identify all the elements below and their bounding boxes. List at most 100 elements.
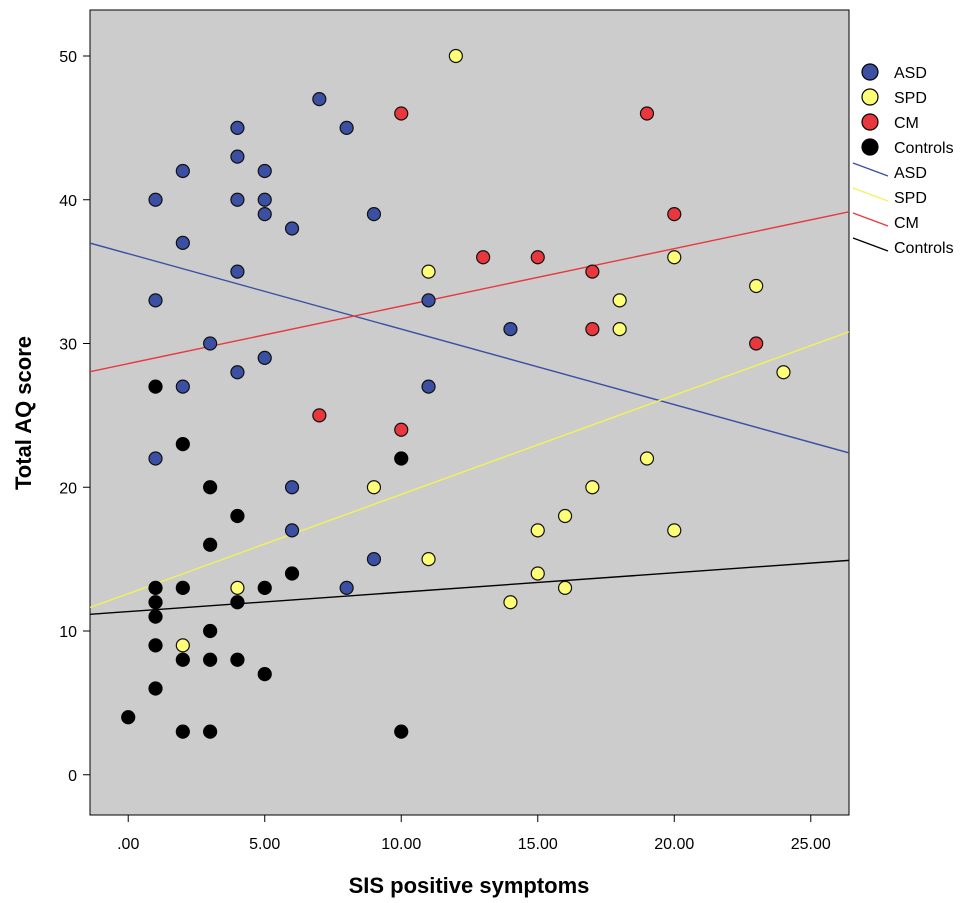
x-tick-label: 10.00 [381, 836, 421, 853]
data-point-spd [421, 552, 436, 567]
data-point-asd [421, 293, 436, 308]
data-point-cm [394, 106, 409, 121]
x-axis-title: SIS positive symptoms [349, 873, 590, 898]
data-point-spd [639, 451, 655, 466]
data-point-spd [230, 580, 245, 595]
data-point-cm [394, 422, 409, 437]
data-point-asd [257, 192, 272, 207]
data-point-cm [585, 264, 600, 279]
data-point-asd [175, 379, 190, 394]
data-point-asd [175, 163, 190, 179]
data-point-asd [421, 379, 436, 394]
data-point-controls [230, 508, 245, 524]
data-point-asd [257, 163, 272, 179]
data-point-asd [203, 336, 218, 351]
data-point-cm [667, 207, 682, 222]
data-point-cm [639, 106, 655, 121]
plot-background [89, 9, 850, 816]
data-point-asd [366, 207, 382, 222]
data-points [121, 48, 791, 739]
legend-line-label-cm: CM [894, 215, 919, 232]
legend: ASD SPD CM Controls ASD SPD CM Controls [852, 63, 954, 257]
data-point-spd [530, 566, 545, 581]
data-point-controls [175, 724, 190, 739]
data-point-spd [612, 322, 627, 337]
data-point-asd [148, 192, 163, 207]
data-point-controls [175, 437, 190, 452]
legend-label-cm: CM [894, 115, 919, 132]
y-axis-title: Total AQ score [11, 336, 36, 490]
data-point-spd [776, 365, 791, 380]
data-point-asd [257, 350, 272, 365]
legend-line-label-asd: ASD [894, 165, 927, 182]
data-point-asd [339, 120, 354, 135]
data-point-controls [230, 595, 245, 610]
data-point-controls [148, 638, 163, 653]
data-point-spd [448, 48, 463, 64]
data-point-asd [366, 552, 382, 567]
data-point-spd [175, 638, 190, 653]
data-point-asd [284, 221, 300, 236]
data-point-spd [612, 293, 627, 308]
data-point-spd [530, 523, 545, 538]
y-tick-label: 20 [59, 480, 77, 497]
data-point-controls [203, 480, 218, 495]
data-point-asd [312, 92, 327, 107]
data-point-asd [284, 523, 300, 538]
data-point-controls [257, 667, 272, 682]
data-point-controls [394, 451, 409, 466]
data-point-spd [366, 480, 382, 495]
data-point-asd [230, 365, 245, 380]
data-point-controls [203, 652, 218, 667]
legend-line-cm [852, 212, 889, 227]
data-point-asd [230, 192, 245, 207]
y-tick-label: 40 [59, 193, 77, 210]
legend-line-label-controls: Controls [894, 240, 954, 257]
data-point-spd [585, 480, 600, 495]
data-point-controls [148, 609, 163, 624]
legend-label-spd: SPD [894, 90, 927, 107]
data-point-asd [148, 451, 163, 466]
data-point-spd [557, 508, 573, 524]
data-point-controls [230, 652, 245, 667]
data-point-controls [175, 652, 190, 667]
legend-marker-controls [861, 138, 879, 156]
data-point-spd [421, 264, 436, 279]
legend-marker-cm [861, 113, 879, 131]
x-tick-label: 5.00 [249, 836, 280, 853]
data-point-cm [476, 250, 491, 265]
legend-line-spd [852, 187, 889, 202]
x-tick-label: 20.00 [654, 836, 694, 853]
data-point-cm [312, 408, 327, 423]
y-tick-label: 50 [59, 49, 77, 66]
data-point-controls [203, 537, 218, 552]
legend-label-asd: ASD [894, 65, 927, 82]
fit-line-asd [90, 242, 849, 454]
legend-marker-spd [861, 88, 879, 106]
legend-line-label-spd: SPD [894, 190, 927, 207]
x-tick-label: .00 [117, 836, 139, 853]
data-point-controls [394, 724, 409, 739]
legend-line-controls [852, 237, 889, 252]
data-point-controls [175, 580, 190, 595]
data-point-asd [230, 120, 245, 135]
data-point-controls [203, 623, 218, 639]
x-tick-label: 25.00 [791, 836, 831, 853]
data-point-spd [503, 595, 518, 610]
data-point-cm [749, 336, 764, 351]
data-point-asd [503, 322, 518, 337]
data-point-asd [230, 149, 245, 164]
axes: .00 5.00 10.00 15.00 20.00 25.00 0 10 20 30 40 50 [59, 49, 831, 853]
data-point-asd [148, 293, 163, 308]
data-point-controls [284, 566, 300, 581]
y-tick-label: 10 [59, 624, 77, 641]
data-point-cm [530, 250, 545, 265]
legend-line-asd [852, 162, 889, 177]
data-point-controls [203, 724, 218, 739]
legend-label-controls: Controls [894, 140, 954, 157]
y-tick-label: 30 [59, 337, 77, 354]
fit-line-spd [90, 331, 849, 609]
data-point-controls [257, 580, 272, 595]
data-point-asd [175, 235, 190, 250]
